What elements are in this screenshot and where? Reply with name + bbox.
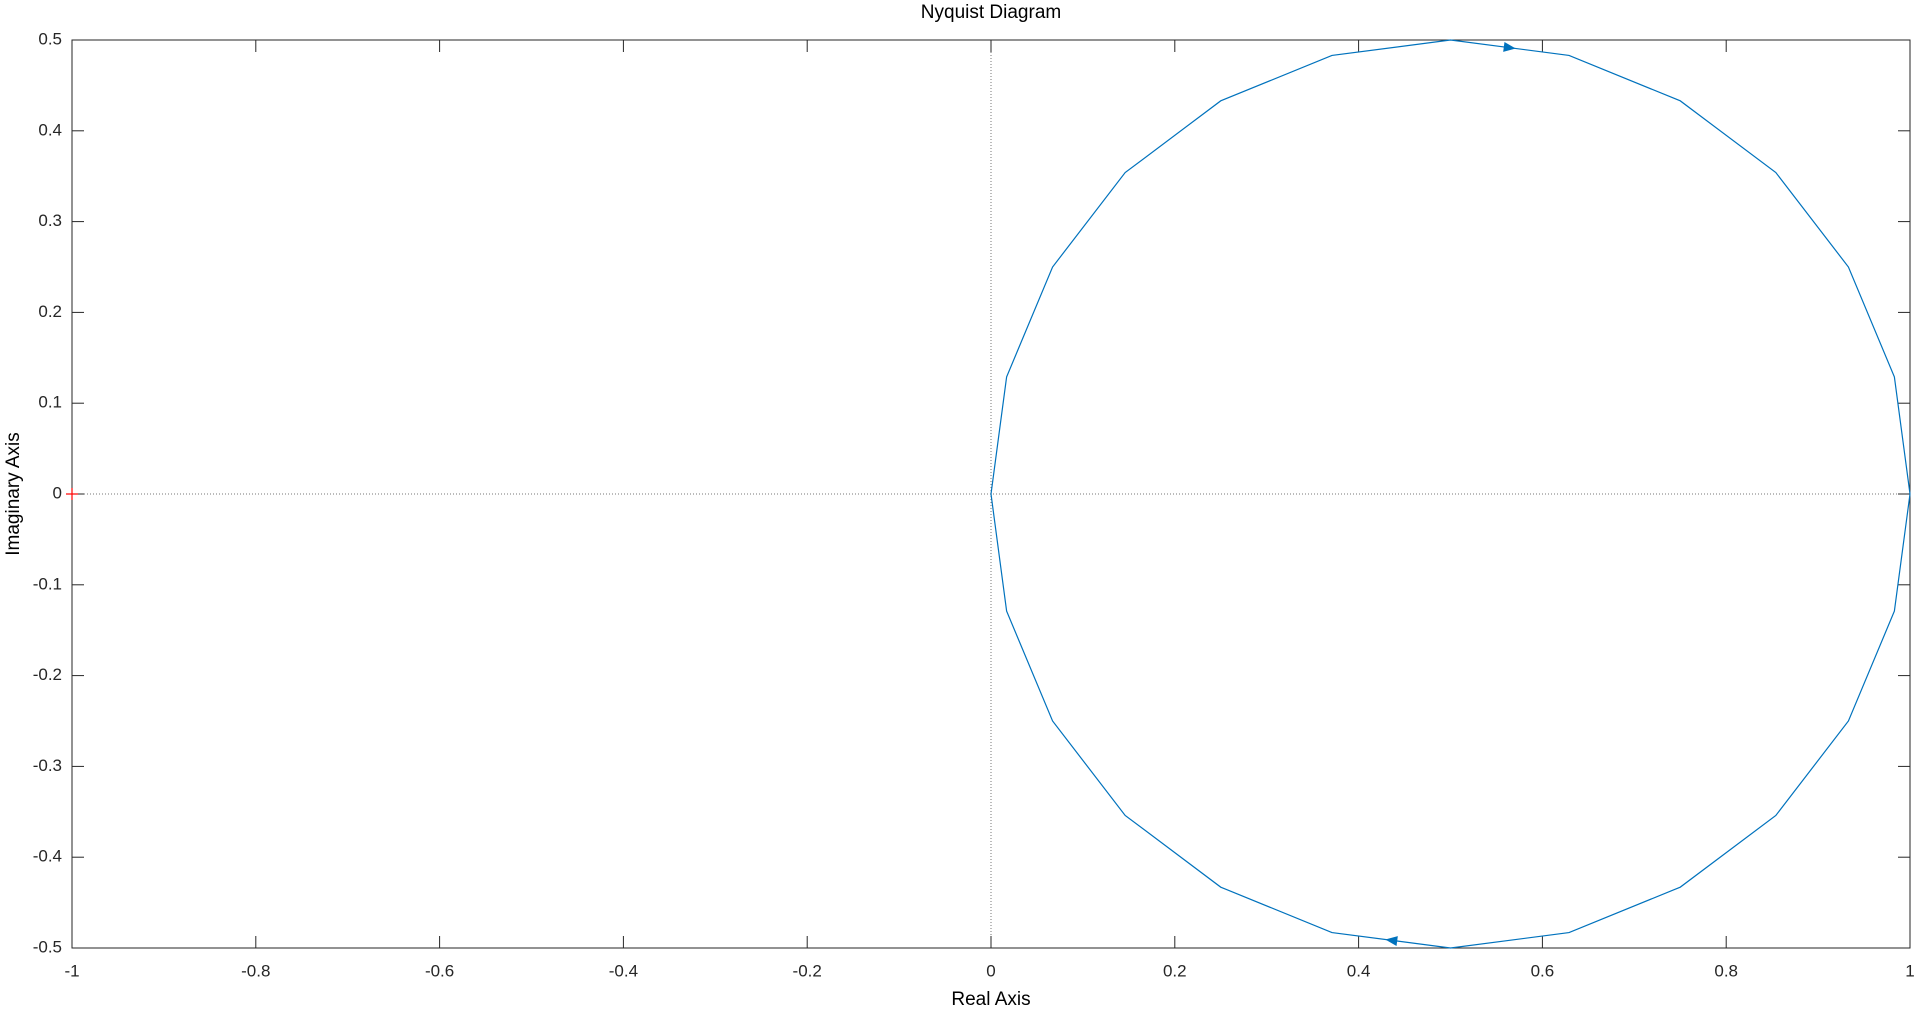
y-tick-label: -0.2 — [33, 665, 62, 684]
x-axis-label: Real Axis — [951, 989, 1030, 1010]
y-tick-label: -0.4 — [33, 847, 62, 866]
critical-point — [66, 488, 78, 500]
x-tick-label: 0.2 — [1163, 961, 1187, 980]
chart-title: Nyquist Diagram — [921, 2, 1061, 23]
y-tick-label: 0.5 — [38, 29, 62, 48]
x-tick-label: 0.8 — [1714, 961, 1738, 980]
x-tick-label: 0.4 — [1347, 961, 1371, 980]
x-tick-label: 0 — [986, 961, 995, 980]
y-tick-label: -0.1 — [33, 574, 62, 593]
y-tick-label: 0.1 — [38, 393, 62, 412]
y-tick-label: 0.4 — [38, 120, 62, 139]
x-tick-label: -0.8 — [241, 961, 270, 980]
x-tick-label: -0.2 — [793, 961, 822, 980]
x-tick-label: 0.6 — [1531, 961, 1555, 980]
x-tick-label: 1 — [1905, 961, 1914, 980]
direction-arrow — [1503, 41, 1516, 52]
direction-arrow — [1385, 936, 1398, 947]
y-axis-label: Imaginary Axis — [3, 432, 24, 556]
x-tick-label: -1 — [64, 961, 79, 980]
x-tick-label: -0.4 — [609, 961, 638, 980]
y-tick-label: 0 — [53, 483, 62, 502]
y-tick-label: 0.3 — [38, 211, 62, 230]
y-tick-label: -0.3 — [33, 756, 62, 775]
x-tick-label: -0.6 — [425, 961, 454, 980]
y-tick-label: 0.2 — [38, 302, 62, 321]
nyquist-curve — [990, 39, 1911, 949]
y-tick-label: -0.5 — [33, 937, 62, 956]
